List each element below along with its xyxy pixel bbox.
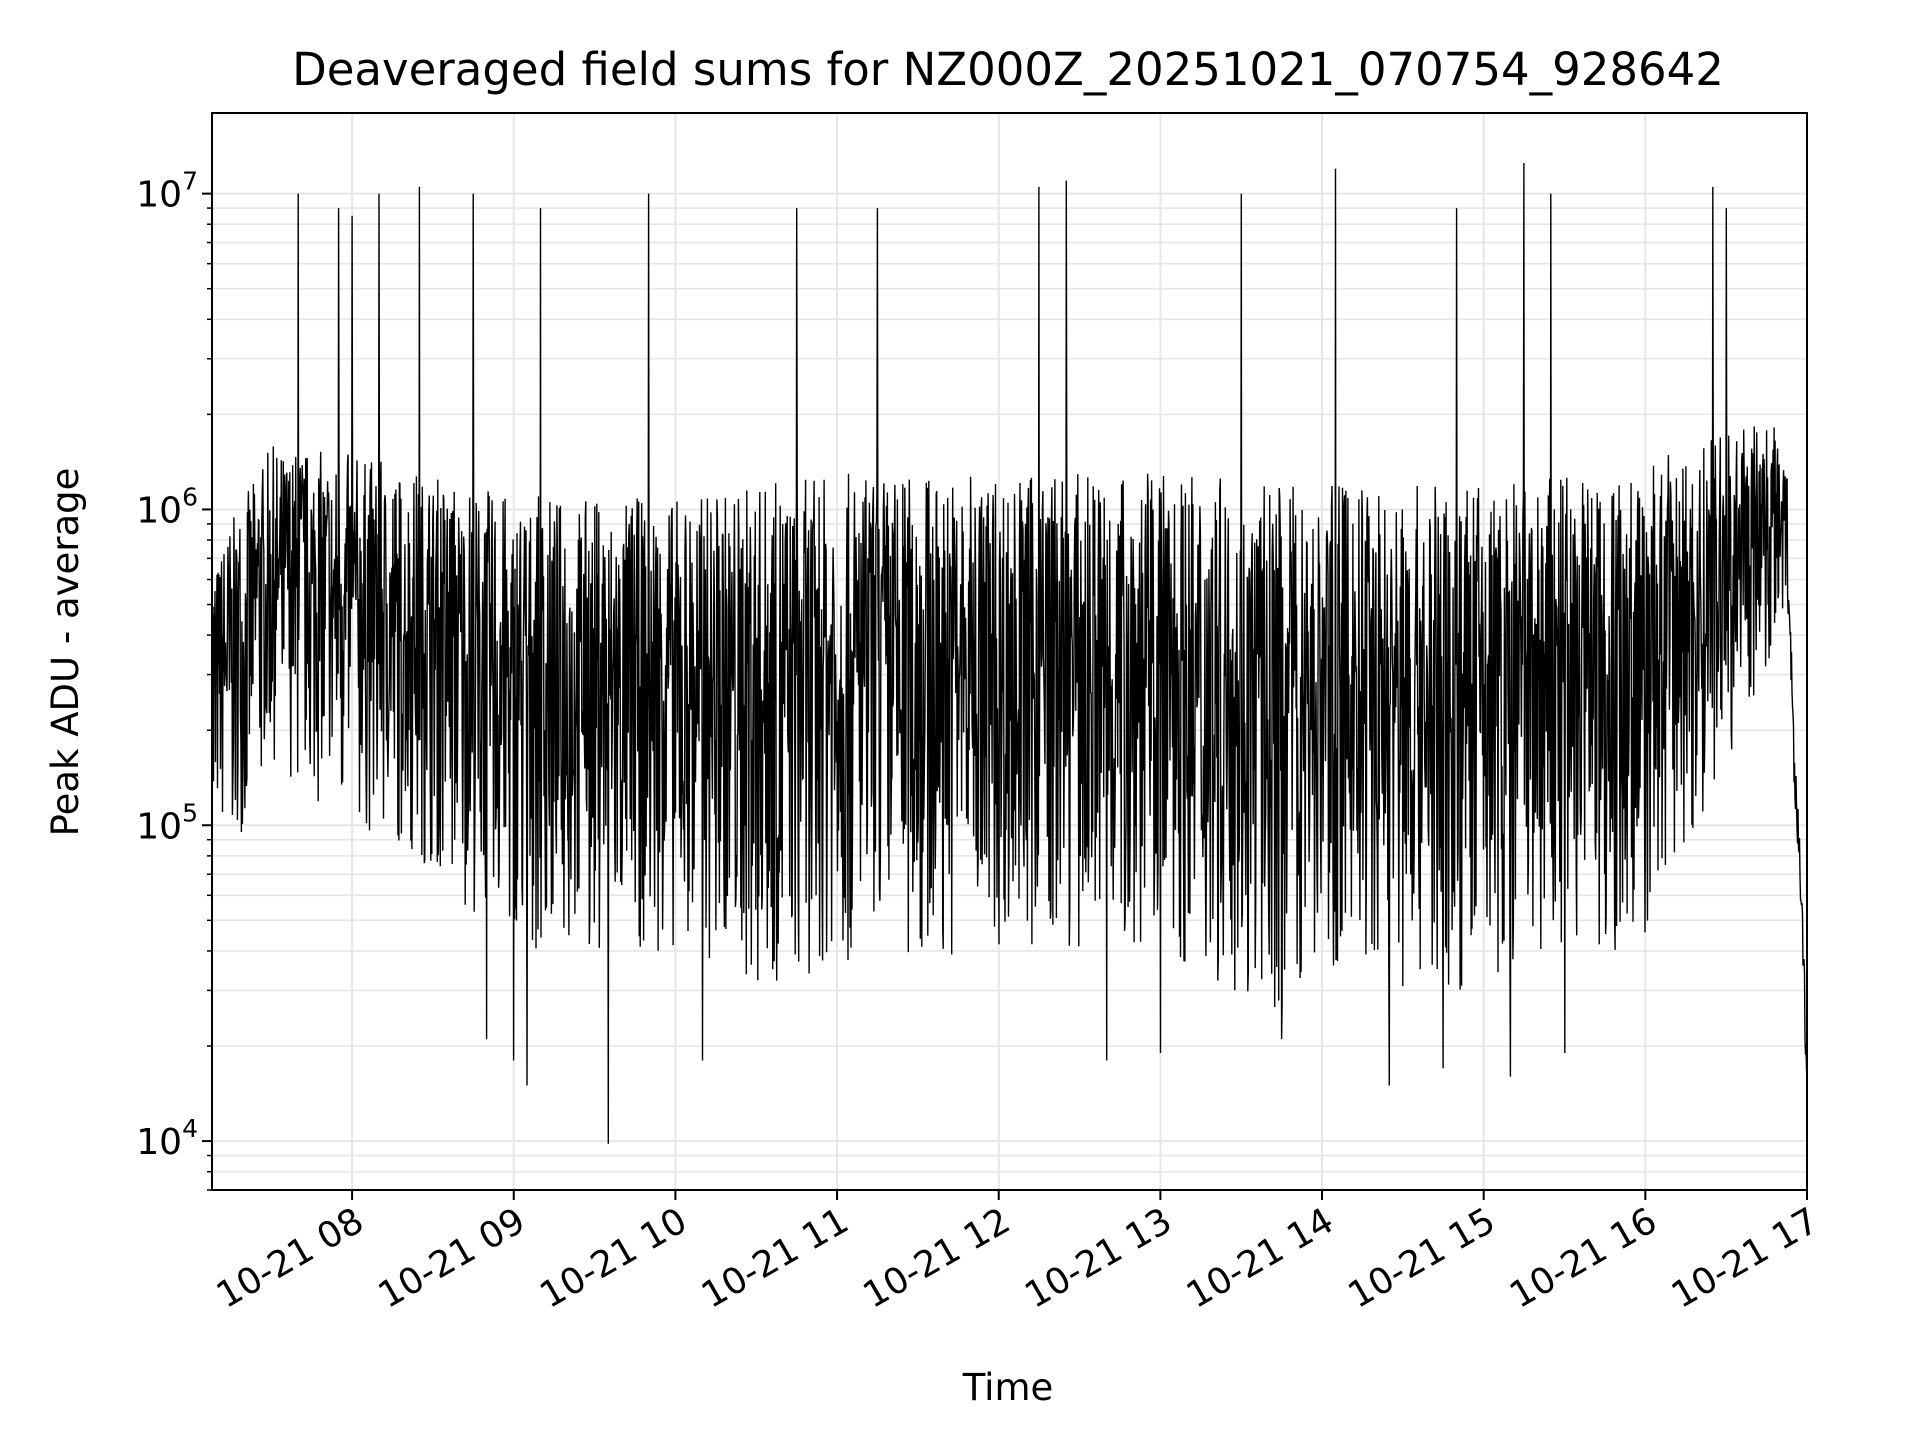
chart-title: Deaveraged field sums for NZ000Z_2025102…: [292, 43, 1724, 96]
y-tick-label: 106: [136, 482, 198, 531]
x-tick-label: 10-21 17: [1665, 1200, 1826, 1316]
x-tick-label: 10-21 09: [372, 1200, 533, 1316]
x-tick-label: 10-21 12: [857, 1200, 1018, 1316]
x-axis-ticks: 10-21 08 10-21 09 10-21 10 10-21 11 10-21 12…: [210, 1190, 1826, 1317]
plot-frame: [211, 112, 1808, 1191]
y-tick-label: 104: [136, 1114, 198, 1163]
x-tick-label: 10-21 14: [1180, 1200, 1341, 1316]
x-tick-label: 10-21 10: [533, 1200, 694, 1316]
series-layer: [211, 162, 1808, 1144]
x-tick-label: 10-21 13: [1018, 1200, 1179, 1316]
x-tick-label: 10-21 16: [1503, 1200, 1664, 1316]
x-tick-label: 10-21 15: [1342, 1200, 1503, 1316]
y-tick-label: 107: [136, 167, 198, 216]
x-axis-label: Time: [962, 1366, 1054, 1409]
series-line: [211, 162, 1808, 1144]
y-tick-label: 105: [136, 798, 198, 847]
x-tick-label: 10-21 08: [210, 1200, 371, 1316]
x-tick-label: 10-21 11: [695, 1200, 856, 1316]
y-axis-ticks: 104 105 106 107: [136, 167, 212, 1191]
y-axis-label: Peak ADU - average: [44, 468, 87, 837]
